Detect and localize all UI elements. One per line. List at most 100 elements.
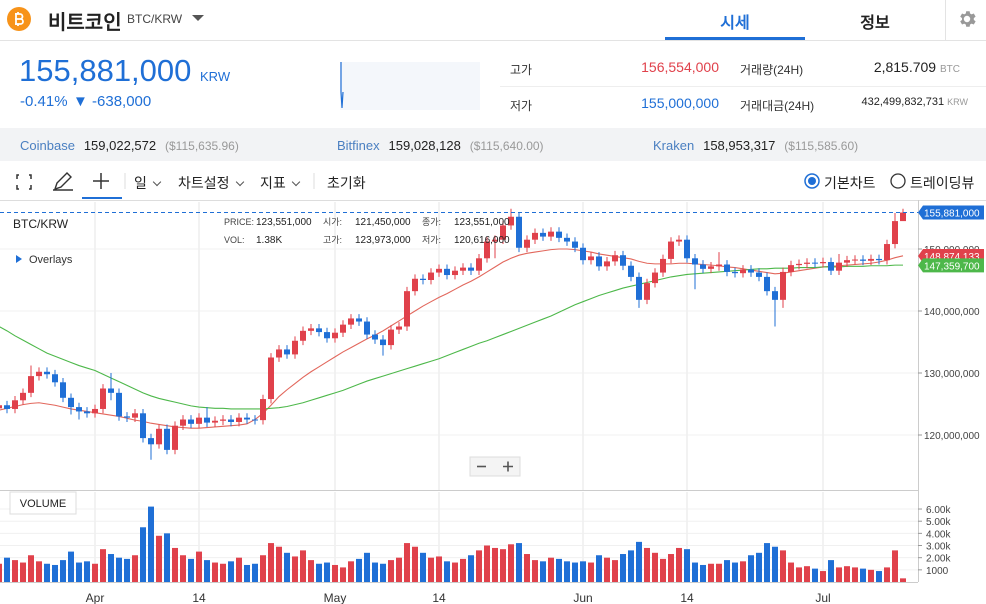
volume-bar — [204, 560, 210, 582]
candle-body — [364, 321, 370, 335]
volume-bar — [580, 561, 586, 582]
info-label: PRICE: — [224, 217, 254, 227]
exchange-price: 159,022,572 — [83, 138, 157, 153]
x-tick-label: 14 — [432, 591, 446, 604]
indicator-dropdown[interactable]: 지표 — [260, 173, 301, 193]
candle-body — [420, 278, 426, 280]
candle-body — [4, 405, 10, 409]
volume-bar — [156, 535, 162, 582]
candle-body — [820, 262, 826, 264]
volume-bar — [500, 549, 506, 582]
volume-bar — [684, 549, 690, 582]
y-tick-label: 4.00k — [926, 529, 951, 540]
volume-bar — [636, 541, 642, 582]
x-tick-label: Apr — [86, 591, 105, 604]
volume-bar — [532, 560, 538, 582]
candle-body — [348, 318, 354, 325]
zoom-controls — [469, 456, 521, 477]
candle-body — [732, 271, 738, 274]
radio-selected[interactable] — [804, 173, 820, 189]
candle-body — [300, 330, 306, 341]
volume-bar — [652, 552, 658, 582]
zoom-in-button[interactable] — [503, 461, 513, 472]
volume-bar — [12, 560, 18, 582]
candle-body — [804, 262, 810, 264]
candle-body — [900, 212, 906, 222]
volume-bar — [612, 560, 618, 582]
tab[interactable]: 시세 — [720, 15, 750, 32]
volume-bar — [452, 562, 458, 582]
volume-bar — [300, 550, 306, 582]
candle-body — [108, 388, 114, 393]
x-tick-label: 14 — [680, 591, 694, 604]
exchange: Kraken 158,953,317 ($115,585.60) — [653, 137, 858, 155]
volume-bar — [700, 564, 706, 582]
volume-bar — [748, 555, 754, 582]
pair-dropdown[interactable] — [190, 12, 206, 24]
chart-type[interactable]: 트레이딩뷰 — [910, 175, 975, 191]
settings-button[interactable] — [956, 8, 978, 30]
price-tag-label: 148,874,133 — [924, 252, 980, 263]
exchange: Bitfinex 159,028,128 ($115,640.00) — [337, 137, 544, 155]
candle-body — [788, 265, 794, 272]
volume-bar — [668, 554, 674, 582]
volume-bar — [260, 555, 266, 582]
candle-body — [620, 255, 626, 266]
tool-label: 일 — [134, 175, 147, 191]
volume-bar — [796, 567, 802, 582]
volume-bar — [60, 560, 66, 582]
volume-bar — [804, 566, 810, 582]
candle-body — [564, 237, 570, 242]
volume-bar — [444, 561, 450, 582]
period-dropdown[interactable]: 일 — [134, 173, 162, 193]
stat-value: 2,815.709 BTC — [830, 59, 960, 75]
candle-body — [124, 416, 130, 418]
info-value: 123,973,000 — [355, 235, 411, 246]
stat-label: 저가 — [510, 99, 533, 113]
volume-bar — [764, 543, 770, 582]
candle-body — [508, 216, 514, 226]
stat-unit: KRW — [947, 97, 968, 107]
toolbar-icons — [16, 172, 906, 199]
volume-bar — [36, 561, 42, 582]
x-tick-label: Jul — [815, 591, 830, 604]
crosshair-button[interactable] — [93, 173, 109, 189]
candle-body — [780, 271, 786, 300]
candle-body — [596, 256, 602, 267]
info-value: 123,551,000 — [454, 217, 510, 228]
radio[interactable] — [890, 173, 906, 189]
candle-body — [20, 392, 26, 401]
tab[interactable]: 정보 — [860, 15, 890, 32]
candle-body — [524, 239, 530, 248]
candle-body — [396, 326, 402, 330]
draw-button[interactable] — [53, 172, 73, 191]
volume-bar — [836, 567, 842, 582]
candle-body — [220, 419, 226, 421]
tool-label: 차트설정 — [178, 175, 230, 191]
current-price: 155,881,000 — [19, 53, 192, 88]
volume-bar — [268, 543, 274, 582]
volume-bar — [460, 558, 466, 582]
tab-underline — [665, 37, 805, 40]
candle-body — [540, 232, 546, 237]
volume-bar — [788, 562, 794, 582]
volume-bar — [676, 547, 682, 582]
volume-bar — [212, 562, 218, 582]
chart-settings[interactable]: 차트설정 — [178, 173, 244, 193]
candle-body — [284, 349, 290, 355]
candle-body — [404, 291, 410, 327]
fullscreen-button[interactable] — [16, 174, 32, 190]
volume-bar — [364, 552, 370, 582]
candle-body — [484, 241, 490, 259]
volume-bar — [740, 561, 746, 582]
volume-bar — [332, 564, 338, 582]
reset-button[interactable]: 초기화 — [327, 175, 366, 191]
change-amount: ▼ -638,000 — [73, 93, 152, 110]
exchange-name: Coinbase — [20, 138, 75, 153]
chart-type[interactable]: 기본차트 — [824, 175, 876, 191]
volume-bar — [724, 560, 730, 582]
volume-bar — [556, 558, 562, 582]
volume-bar — [236, 557, 242, 582]
candle-body — [828, 262, 834, 271]
candle-body — [700, 264, 706, 269]
